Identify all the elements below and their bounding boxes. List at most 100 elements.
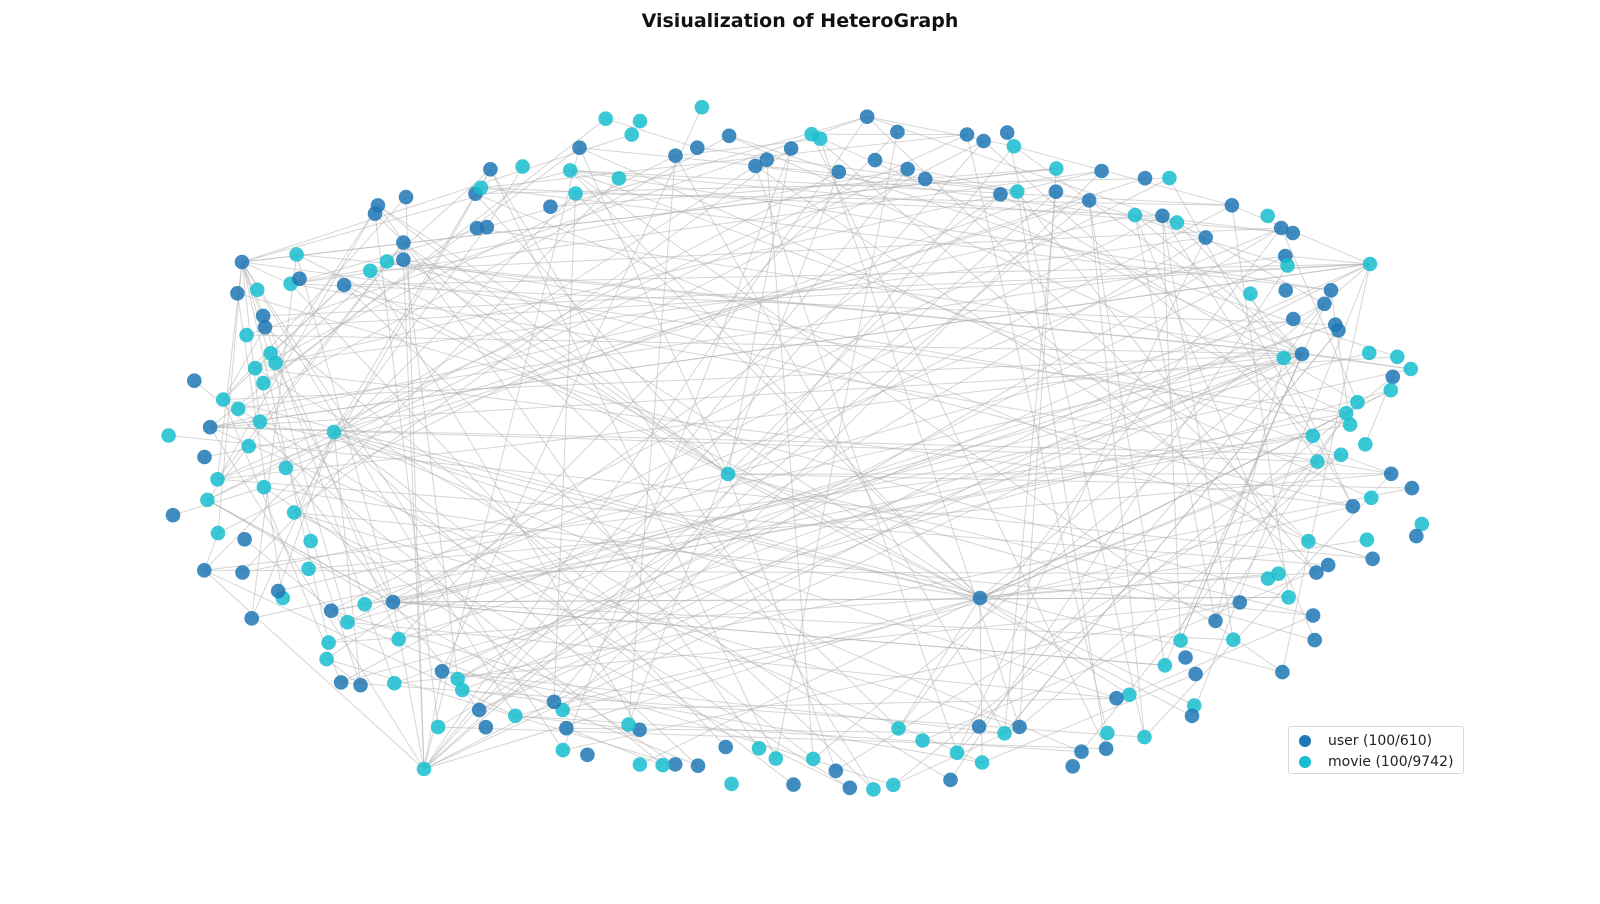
legend-swatch-user: [1299, 735, 1311, 747]
movie-node: [417, 762, 432, 777]
movie-node: [1100, 726, 1115, 741]
graph-edge: [334, 194, 476, 432]
movie-node: [806, 752, 821, 767]
movie-node: [1122, 688, 1137, 703]
movie-node: [556, 743, 571, 758]
user-node: [784, 141, 799, 156]
user-node: [203, 420, 218, 435]
graph-edge: [728, 149, 791, 475]
user-node: [1109, 691, 1124, 706]
user-node: [1324, 283, 1339, 298]
user-node: [1138, 171, 1153, 186]
user-node: [973, 591, 988, 606]
chart-title: Visiualization of HeteroGraph: [0, 10, 1600, 32]
user-node: [386, 595, 401, 610]
user-node: [256, 309, 271, 324]
movie-node: [813, 131, 828, 146]
movie-node: [724, 777, 739, 792]
user-node: [1346, 499, 1361, 514]
graph-edge: [242, 262, 329, 643]
user-node: [543, 199, 558, 214]
user-node: [334, 675, 349, 690]
movie-node: [1280, 258, 1295, 273]
movie-node: [866, 782, 881, 797]
user-node: [1405, 481, 1420, 496]
user-node: [353, 678, 368, 693]
movie-node: [387, 676, 402, 691]
user-node: [396, 235, 411, 250]
user-node: [337, 278, 352, 293]
movie-node: [321, 635, 336, 650]
graph-edge: [481, 135, 967, 188]
movie-node: [1301, 534, 1316, 549]
user-node: [1099, 741, 1114, 756]
user-node: [1278, 283, 1293, 298]
movie-node: [1162, 171, 1177, 186]
user-node: [1286, 312, 1301, 327]
user-node: [722, 129, 737, 144]
movie-node: [216, 392, 231, 407]
movie-node: [612, 171, 627, 186]
legend-item-user: user (100/610): [1289, 730, 1463, 751]
movie-node: [1364, 491, 1379, 506]
graph-edge: [194, 381, 662, 765]
graph-edge: [967, 135, 1107, 734]
movie-node: [598, 111, 613, 126]
movie-node: [380, 254, 395, 269]
user-node: [1309, 565, 1324, 580]
movie-node: [721, 467, 736, 482]
user-node: [483, 162, 498, 177]
graph-edge: [515, 716, 1081, 752]
movie-node: [248, 361, 263, 376]
graph-edge: [606, 119, 698, 148]
user-node: [868, 153, 883, 168]
graph-edge: [218, 479, 1329, 565]
user-node: [292, 271, 307, 286]
movie-node: [357, 597, 372, 612]
user-node: [1065, 759, 1080, 774]
graph-edge: [329, 573, 1317, 643]
movie-node: [210, 472, 225, 487]
movie-node: [327, 425, 342, 440]
user-node: [435, 664, 450, 679]
movie-node: [1261, 571, 1276, 586]
user-node: [1074, 744, 1089, 759]
movie-node: [1170, 215, 1185, 230]
movie-node: [256, 376, 271, 391]
user-node: [829, 764, 844, 779]
user-node: [900, 162, 915, 177]
legend-item-movie: movie (100/9742): [1289, 751, 1463, 772]
movie-node: [633, 114, 648, 129]
movie-node: [1305, 429, 1320, 444]
movie-node: [287, 505, 302, 520]
user-node: [1049, 184, 1064, 199]
user-node: [230, 286, 245, 301]
user-node: [396, 252, 411, 267]
movie-node: [1158, 658, 1173, 673]
graph-edge: [294, 149, 791, 513]
user-node: [1365, 552, 1380, 567]
user-node: [760, 152, 775, 167]
graph-edge: [458, 256, 1286, 679]
graph-edge: [399, 325, 1336, 640]
user-node: [1178, 650, 1193, 665]
graph-edge: [223, 354, 1302, 400]
movie-node: [239, 328, 254, 343]
movie-node: [1260, 209, 1275, 224]
movie-node: [391, 632, 406, 647]
legend: user (100/610) movie (100/9742): [1288, 726, 1464, 774]
user-node: [1331, 323, 1346, 338]
movie-node: [319, 652, 334, 667]
user-node: [1233, 595, 1248, 610]
user-node: [1307, 633, 1322, 648]
graph-edge: [1232, 205, 1370, 264]
user-node: [187, 373, 202, 388]
movie-node: [1390, 350, 1405, 365]
movie-node: [1137, 730, 1152, 745]
movie-node: [474, 181, 489, 196]
graph-edge: [387, 262, 1353, 507]
user-node: [1082, 193, 1097, 208]
movie-node: [1404, 362, 1419, 377]
movie-node: [1281, 590, 1296, 605]
user-node: [472, 703, 487, 718]
